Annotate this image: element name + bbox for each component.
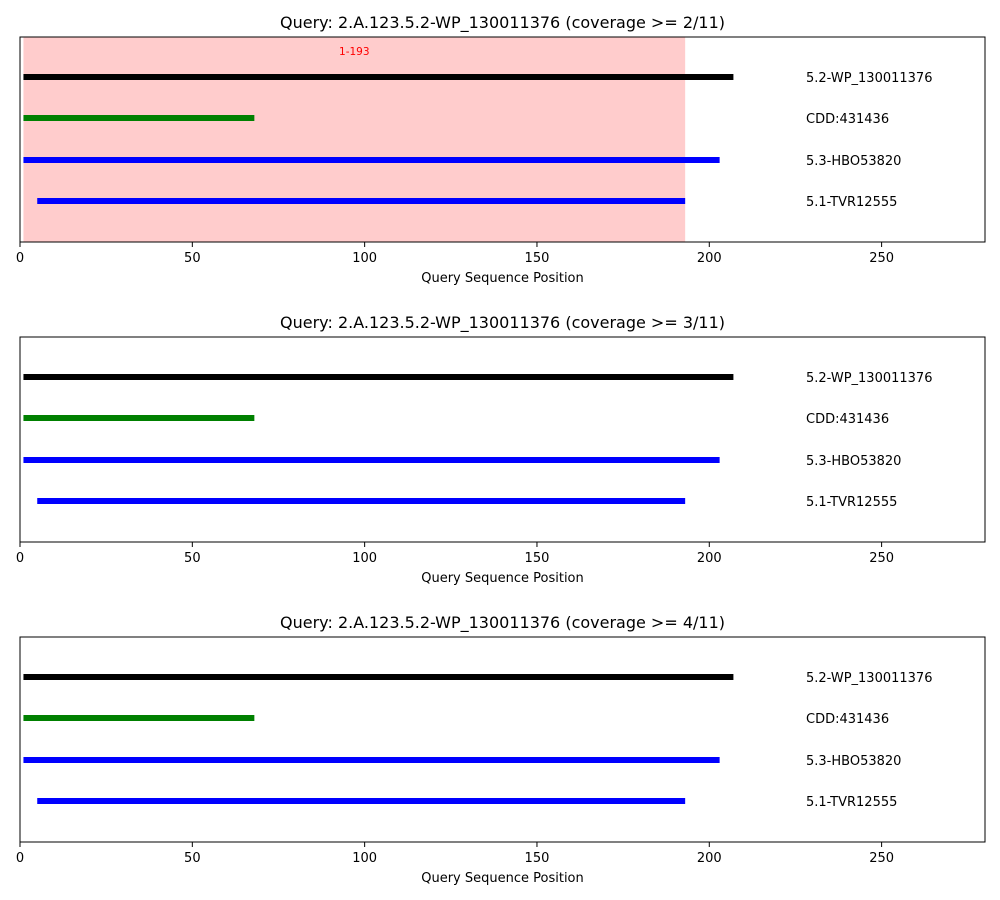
x-tick-label: 0 — [16, 251, 24, 266]
x-tick-label: 50 — [184, 851, 201, 866]
x-axis-label: Query Sequence Position — [421, 271, 584, 286]
chart-title: Query: 2.A.123.5.2-WP_130011376 (coverag… — [280, 13, 725, 33]
x-tick-label: 100 — [352, 551, 377, 566]
axes-frame — [19, 636, 986, 843]
track-label: 5.2-WP_130011376 — [806, 671, 932, 686]
x-tick-label: 50 — [184, 551, 201, 566]
x-tick-label: 250 — [869, 851, 894, 866]
x-axis-label: Query Sequence Position — [421, 571, 584, 586]
track-label: 5.2-WP_130011376 — [806, 71, 932, 86]
track-label: 5.2-WP_130011376 — [806, 371, 932, 386]
region-label: 1-193 — [339, 46, 370, 58]
track-label: 5.1-TVR12555 — [806, 495, 897, 510]
axes-frame — [19, 336, 986, 543]
x-tick-label: 250 — [869, 551, 894, 566]
x-tick-label: 50 — [184, 251, 201, 266]
track-label: CDD:431436 — [806, 712, 889, 727]
x-tick-label: 100 — [352, 851, 377, 866]
track-label: CDD:431436 — [806, 412, 889, 427]
track-label: 5.3-HBO53820 — [806, 754, 901, 769]
x-tick-label: 200 — [697, 551, 722, 566]
track-label: 5.3-HBO53820 — [806, 454, 901, 469]
track-label: CDD:431436 — [806, 112, 889, 127]
track-label: 5.3-HBO53820 — [806, 154, 901, 169]
chart-panel: 5.2-WP_130011376 CDD:431436 5.3-HBO53820 5.… — [16, 613, 986, 886]
x-tick-label: 250 — [869, 251, 894, 266]
x-tick-label: 200 — [697, 851, 722, 866]
x-tick-label: 100 — [352, 251, 377, 266]
x-tick-label: 0 — [16, 551, 24, 566]
axes-frame — [19, 36, 986, 243]
x-tick-label: 150 — [525, 851, 550, 866]
track-label: 5.1-TVR12555 — [806, 195, 897, 210]
chart-title: Query: 2.A.123.5.2-WP_130011376 (coverag… — [280, 313, 725, 333]
x-axis-label: Query Sequence Position — [421, 871, 584, 886]
chart-title: Query: 2.A.123.5.2-WP_130011376 (coverag… — [280, 613, 725, 633]
highlight-region — [23, 37, 686, 242]
x-tick-label: 0 — [16, 851, 24, 866]
chart-panel: 5.2-WP_130011376 CDD:431436 5.3-HBO53820 5.… — [16, 313, 986, 586]
x-tick-label: 150 — [525, 251, 550, 266]
track-label: 5.1-TVR12555 — [806, 795, 897, 810]
chart-panel: 1-193 5.2-WP_130011376 CDD:431436 5.3-HBO53… — [16, 13, 986, 286]
x-tick-label: 200 — [697, 251, 722, 266]
x-tick-label: 150 — [525, 551, 550, 566]
